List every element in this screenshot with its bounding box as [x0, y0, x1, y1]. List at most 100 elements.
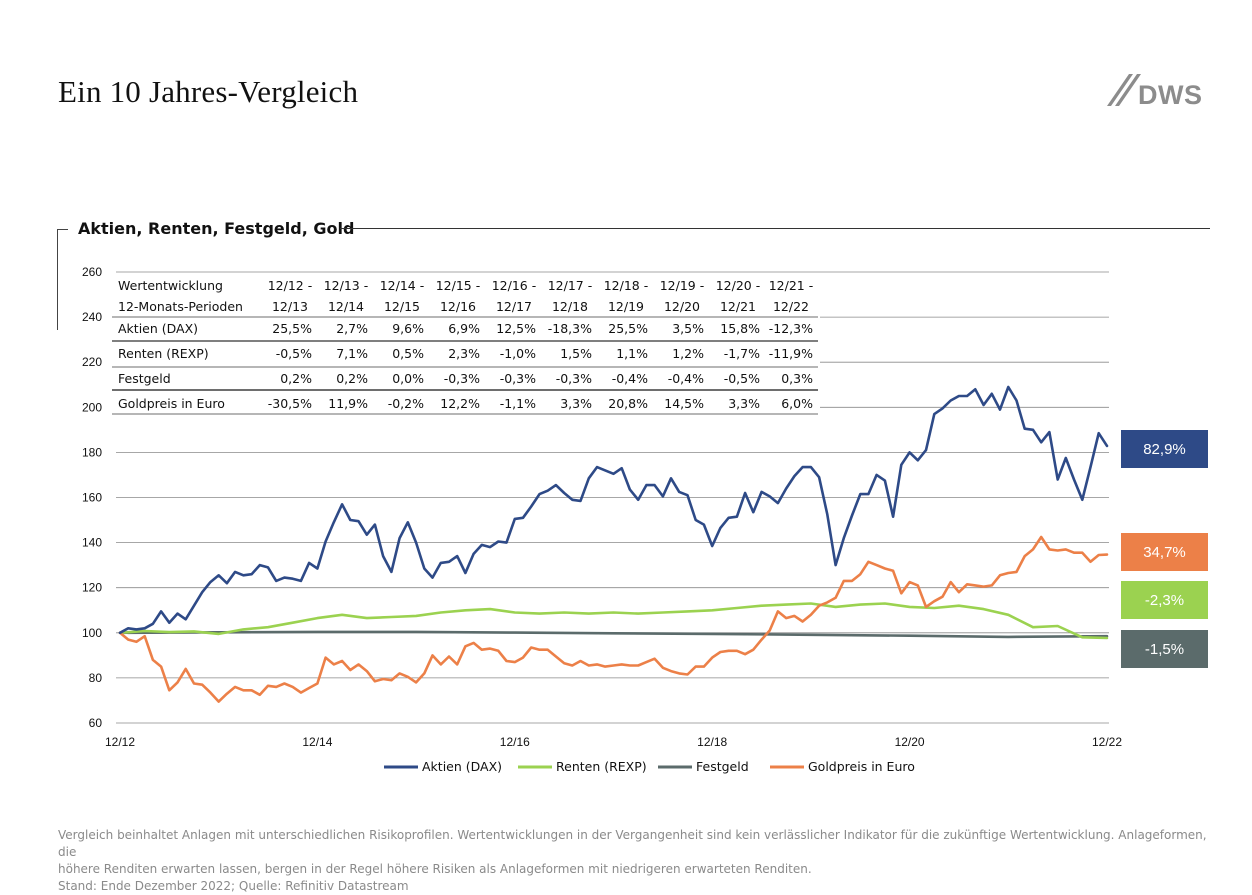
table-period-start: 12/17 - — [548, 278, 593, 293]
table-cell: 15,8% — [720, 321, 760, 336]
table-cell: 0,5% — [392, 346, 424, 361]
table-period-start: 12/21 - — [769, 278, 814, 293]
table-cell: -0,5% — [724, 371, 760, 386]
table-period-end: 12/19 — [608, 299, 644, 314]
dws-logo: DWS — [1107, 74, 1203, 110]
table-row-label: Renten (REXP) — [118, 346, 209, 361]
chart-title-rule — [340, 228, 1210, 229]
chart-title: Aktien, Renten, Festgeld, Gold — [78, 219, 355, 238]
logo-text: DWS — [1138, 80, 1203, 110]
table-cell: 6,0% — [781, 396, 813, 411]
table-cell: 3,5% — [672, 321, 704, 336]
end-value-badge: -2,3% — [1121, 581, 1208, 619]
end-value-badge: 82,9% — [1121, 430, 1208, 468]
grid-layer: 60 80 100 120 140 160 180 200 220 240 260 12/12 12/1… — [82, 265, 1122, 749]
table-cell: 2,7% — [336, 321, 368, 336]
table-cell: -1,0% — [500, 346, 536, 361]
y-tick-label: 260 — [82, 265, 102, 279]
table-cell: -0,3% — [500, 371, 536, 386]
x-tick-label: 12/20 — [895, 735, 925, 749]
table-period-start: 12/20 - — [716, 278, 761, 293]
table-header-label: 12-Monats-Perioden — [118, 299, 243, 314]
y-tick-label: 100 — [82, 626, 102, 640]
table-cell: 14,5% — [664, 396, 704, 411]
table-cell: 12,5% — [496, 321, 536, 336]
table-cell: -12,3% — [769, 321, 813, 336]
table-period-end: 12/17 — [496, 299, 532, 314]
chart-frame-tick — [57, 229, 68, 230]
table-cell: -1,7% — [724, 346, 760, 361]
table-cell: 3,3% — [560, 396, 592, 411]
y-tick-label: 220 — [82, 355, 102, 369]
table-cell: 0,2% — [280, 371, 312, 386]
table-cell: -0,3% — [444, 371, 480, 386]
table-cell: -30,5% — [268, 396, 312, 411]
end-value-badge: 34,7% — [1121, 533, 1208, 571]
table-period-start: 12/18 - — [604, 278, 649, 293]
table-header-label: Wertentwicklung — [118, 278, 223, 293]
y-tick-label: 120 — [82, 581, 102, 595]
table-cell: 1,5% — [560, 346, 592, 361]
y-tick-label: 160 — [82, 491, 102, 505]
table-row-label: Festgeld — [118, 371, 171, 386]
table-background — [112, 276, 820, 416]
table-cell: 3,3% — [728, 396, 760, 411]
table-cell: 0,2% — [336, 371, 368, 386]
table-cell: 25,5% — [272, 321, 312, 336]
table-cell: -11,9% — [769, 346, 813, 361]
legend: Aktien (DAX) Renten (REXP) Festgeld Goldpre… — [384, 759, 915, 774]
y-tick-label: 140 — [82, 536, 102, 550]
legend-label: Festgeld — [696, 759, 749, 774]
y-tick-label: 240 — [82, 310, 102, 324]
y-tick-label: 180 — [82, 445, 102, 459]
end-value-badge: -1,5% — [1121, 630, 1208, 668]
table-period-start: 12/12 - — [268, 278, 313, 293]
table-period-end: 12/22 — [773, 299, 809, 314]
table-cell: 12,2% — [440, 396, 480, 411]
logo-slashes-icon — [1107, 74, 1141, 106]
table-period-start: 12/16 - — [492, 278, 537, 293]
table-cell: -1,1% — [500, 396, 536, 411]
footnote-line: höhere Renditen erwarten lassen, bergen … — [58, 862, 812, 876]
page-title: Ein 10 Jahres-Vergleich — [58, 74, 359, 109]
table-period-start: 12/15 - — [436, 278, 481, 293]
footnote: Vergleich beinhaltet Anlagen mit untersc… — [58, 827, 1208, 895]
series-line-aktien-dax — [118, 385, 1109, 635]
y-tick-label: 200 — [82, 400, 102, 414]
table-cell: 25,5% — [608, 321, 648, 336]
table-period-end: 12/18 — [552, 299, 588, 314]
legend-label: Goldpreis in Euro — [808, 759, 915, 774]
table-cell: -0,2% — [388, 396, 424, 411]
table-period-end: 12/16 — [440, 299, 476, 314]
y-tick-label: 80 — [89, 671, 103, 685]
table-cell: -0,5% — [276, 346, 312, 361]
table-cell: 1,2% — [672, 346, 704, 361]
performance-table: Wertentwicklung 12-Monats-Perioden 12/12 -… — [112, 276, 820, 416]
x-tick-label: 12/22 — [1092, 735, 1122, 749]
table-cell: 6,9% — [448, 321, 480, 336]
table-row-label: Aktien (DAX) — [118, 321, 198, 336]
table-cell: 7,1% — [336, 346, 368, 361]
series-layer — [118, 385, 1109, 703]
table-cell: -0,3% — [556, 371, 592, 386]
series-line-goldpreis-in-euro — [118, 535, 1109, 703]
x-tick-label: 12/18 — [697, 735, 727, 749]
table-period-end: 12/21 — [720, 299, 756, 314]
footnote-line: Stand: Ende Dezember 2022; Quelle: Refin… — [58, 879, 409, 893]
series-line-festgeld — [118, 630, 1109, 639]
x-tick-label: 12/16 — [500, 735, 530, 749]
table-cell: 0,0% — [392, 371, 424, 386]
series-line-renten-rexp — [118, 602, 1109, 640]
table-cell: 11,9% — [328, 396, 368, 411]
legend-label: Renten (REXP) — [556, 759, 647, 774]
table-period-end: 12/20 — [664, 299, 700, 314]
chart-frame-left — [57, 229, 58, 330]
y-tick-label: 60 — [89, 716, 103, 730]
table-period-end: 12/14 — [328, 299, 364, 314]
footnote-line: Vergleich beinhaltet Anlagen mit untersc… — [58, 828, 1207, 859]
x-tick-label: 12/12 — [105, 735, 135, 749]
legend-label: Aktien (DAX) — [422, 759, 502, 774]
table-period-end: 12/15 — [384, 299, 420, 314]
table-period-start: 12/14 - — [380, 278, 425, 293]
